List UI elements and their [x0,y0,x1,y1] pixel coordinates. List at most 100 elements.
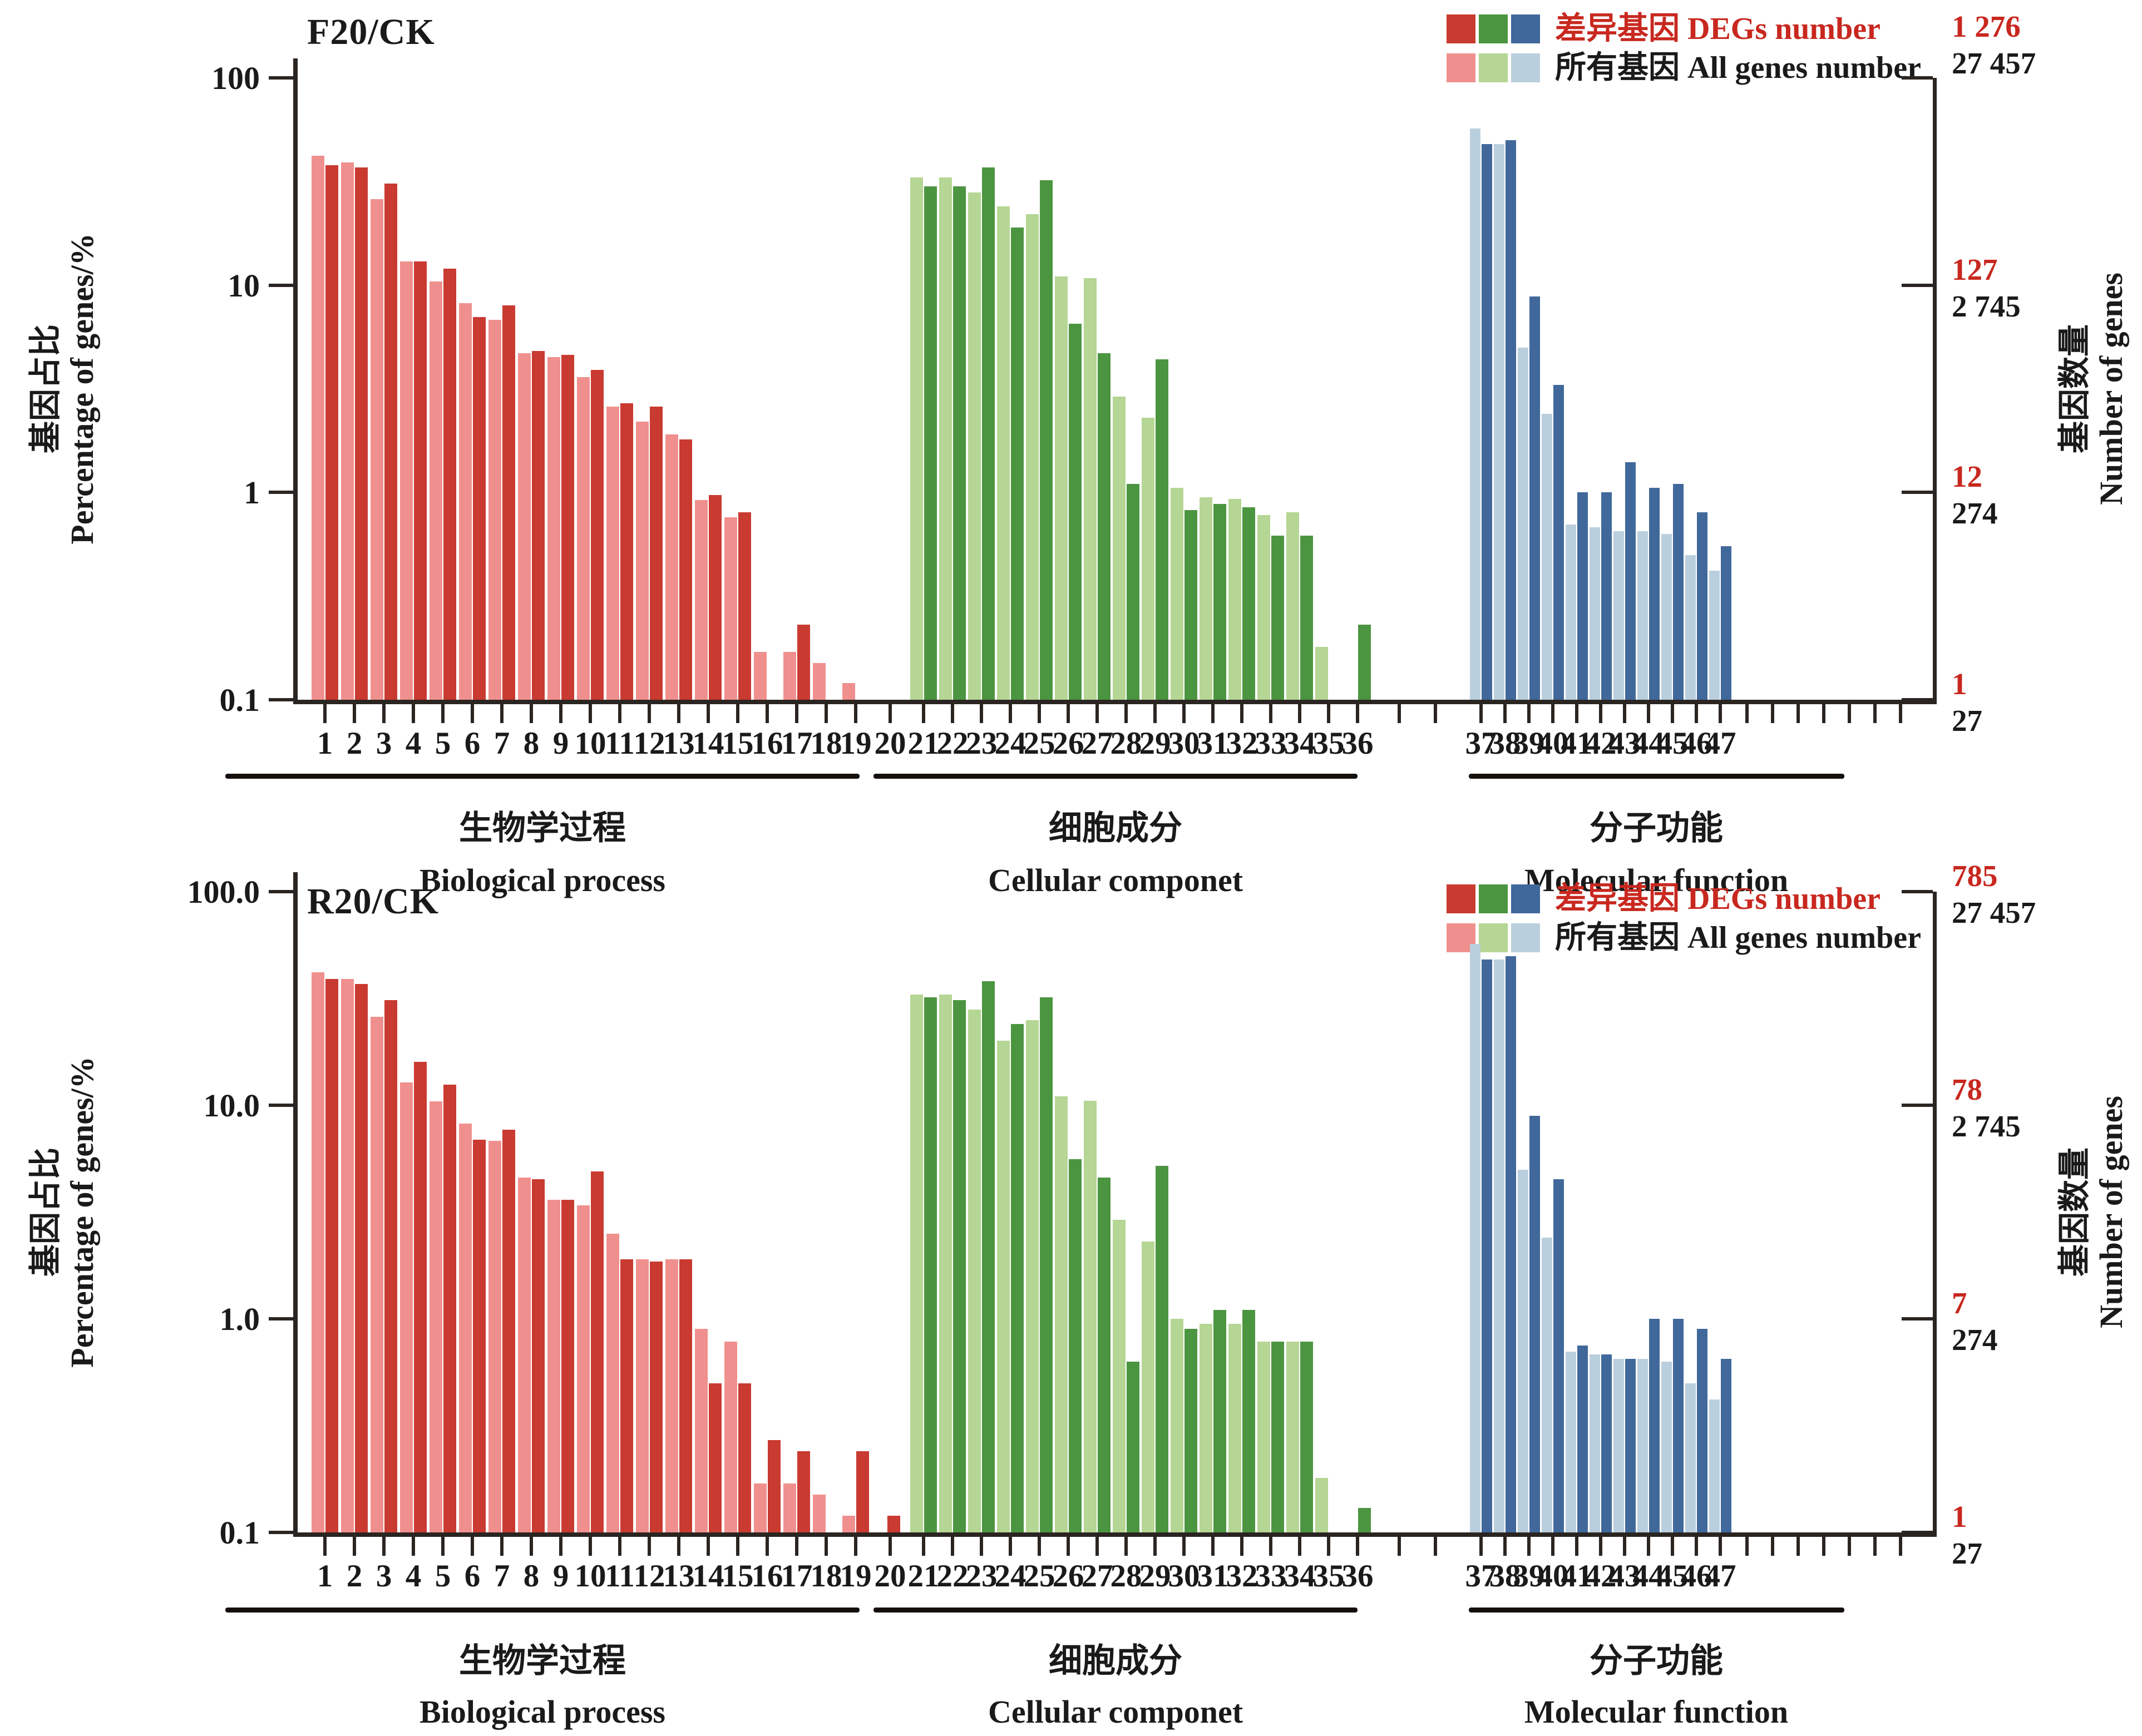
x-tick-unlabeled [1899,1537,1902,1556]
x-tick [854,1537,857,1556]
bar-deg-41 [1577,1345,1588,1532]
x-tick-label: 16 [751,1559,783,1594]
bar-deg-2 [355,167,368,700]
bar-all-23 [968,1010,981,1532]
x-tick [922,1537,925,1556]
bar-all-17 [783,1483,796,1532]
x-tick-label: 3 [376,726,392,761]
x-tick [889,1537,892,1556]
x-tick [1527,704,1531,723]
bar-deg-20 [887,1515,900,1532]
bar-all-5 [430,1101,442,1532]
x-tick [1575,1537,1578,1556]
x-tick [1623,704,1626,723]
bar-deg-47 [1721,1358,1731,1532]
legend-swatch-all-blue [1511,923,1540,952]
x-tick [707,704,710,723]
bar-all-6 [459,303,472,700]
legend-label-allgenes: 所有基因 All genes number [1555,51,1921,85]
x-tick-label: 45 [1656,726,1689,761]
x-tick [412,704,415,723]
bar-deg-30 [1184,510,1197,700]
x-tick [1695,704,1698,723]
x-tick-label: 6 [464,726,481,761]
bar-deg-21 [924,186,937,700]
x-tick [589,704,592,723]
bar-deg-46 [1697,512,1707,700]
x-tick-unlabeled [1398,1537,1401,1556]
x-tick-label: 11 [605,726,635,761]
bar-all-23 [968,192,981,700]
bar-all-3 [371,199,383,700]
x-tick [677,704,680,723]
bar-all-26 [1055,276,1068,700]
x-tick-label: 38 [1489,1559,1521,1594]
x-tick [1719,704,1722,723]
bar-deg-1 [325,165,338,700]
x-tick-label: 9 [552,726,569,761]
x-tick-label: 42 [1585,726,1617,761]
x-tick [980,704,983,723]
x-tick [854,704,857,723]
all-count-label: 2 745 [1952,1109,2021,1143]
bar-all-1 [312,156,324,700]
bar-deg-5 [443,269,456,700]
mf-label-en: Molecular function [1524,862,1789,898]
bar-deg-34 [1300,535,1313,700]
right-axis-title-en: Number of genes [2093,1096,2129,1328]
bar-all-14 [695,1328,708,1532]
bar-all-33 [1257,515,1270,700]
x-tick-label: 27 [1081,726,1113,761]
bar-all-2 [341,979,354,1532]
right-tick [1902,491,1933,494]
bar-deg-45 [1673,1319,1684,1532]
x-tick-unlabeled [1771,704,1774,723]
x-tick [559,704,562,723]
x-tick [1009,1537,1012,1556]
x-tick-label: 1 [317,726,333,761]
x-tick [530,704,533,723]
bar-all-12 [636,1259,649,1532]
x-tick-label: 27 [1081,1559,1113,1594]
bar-deg-10 [591,370,604,700]
bar-deg-28 [1127,483,1139,700]
bar-all-29 [1142,417,1154,700]
x-tick [1153,704,1157,723]
bar-deg-15 [738,512,751,700]
bar-all-21 [910,994,923,1532]
bar-deg-9 [561,355,574,700]
bar-all-43 [1613,1358,1624,1532]
bar-deg-42 [1601,1354,1612,1532]
bp-label-en: Biological process [419,862,665,898]
bar-all-29 [1142,1242,1154,1532]
x-tick [1551,1537,1554,1556]
x-tick [1038,704,1041,723]
x-tick [1240,704,1243,723]
x-tick [323,1537,327,1556]
x-tick-label: 7 [493,1559,510,1594]
x-tick [648,704,651,723]
x-tick [677,1537,680,1556]
bar-deg-30 [1184,1328,1197,1532]
y-tick [269,283,293,287]
x-tick-label: 5 [435,1559,451,1594]
x-tick [1182,1537,1186,1556]
x-tick-label: 26 [1052,726,1084,761]
bar-all-18 [813,1495,826,1532]
cc-underline [873,1608,1358,1613]
x-tick [1527,1537,1531,1556]
x-tick-label: 14 [692,1559,724,1594]
bar-all-45 [1661,534,1672,700]
all-count-label: 27 [1952,704,1982,738]
legend-swatch-deg-blue [1511,884,1540,913]
right-tick [1902,698,1933,701]
bar-all-42 [1590,1354,1600,1532]
mf-underline [1469,774,1844,779]
x-tick [382,704,386,723]
x-tick-label: 40 [1537,1559,1569,1594]
mf-label-zh: 分子功能 [1590,810,1723,847]
bar-deg-22 [953,1000,966,1532]
cc-label-zh: 细胞成分 [1049,810,1182,847]
bar-all-38 [1494,960,1504,1532]
bar-all-46 [1685,1383,1696,1532]
